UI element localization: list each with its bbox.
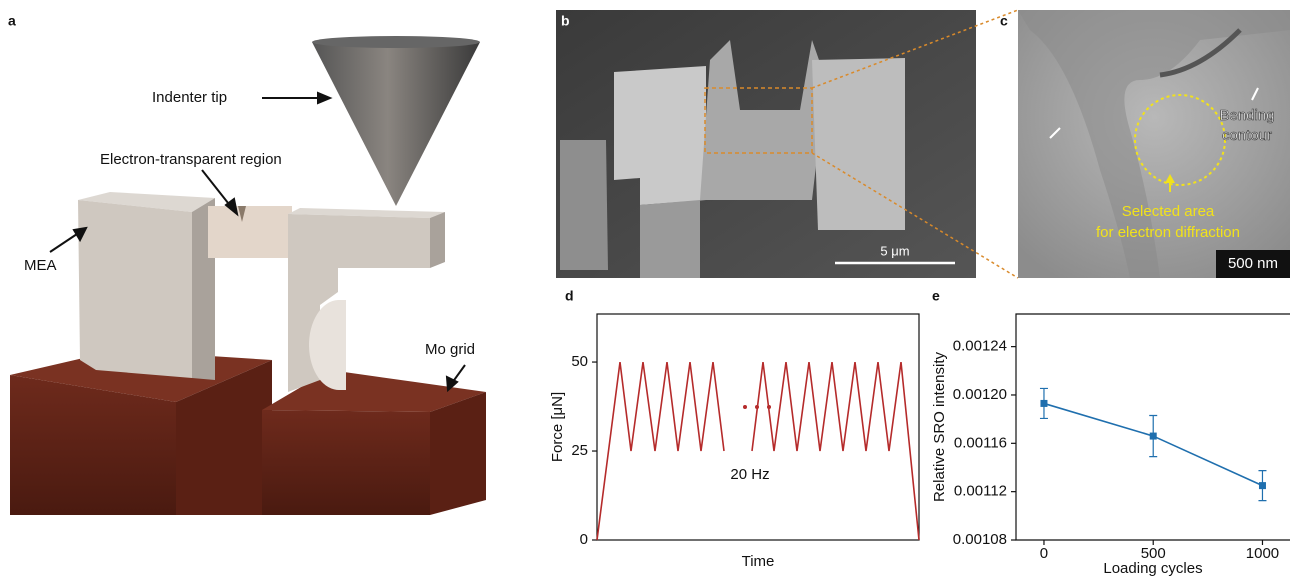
annotation: Selected area [1122,203,1215,220]
y-tick-label: 0 [580,531,588,548]
sem-structure [812,58,905,230]
panel-c: Bending contour Selected area for electr… [1000,10,1290,278]
marker [1150,433,1157,440]
pillar-front [288,214,430,392]
marker [1259,482,1266,489]
figure: a Indenter tip Electron-transparent regi… [0,0,1290,577]
y-tick-label: 25 [571,442,588,459]
y-tick-label: 0.00108 [953,531,1007,548]
block-front [262,410,430,515]
x-tick-label: 1000 [1246,545,1279,562]
y-tick-label: 0.00120 [953,386,1007,403]
scale-label: 5 μm [880,243,909,258]
sem-structure [640,200,700,278]
panel-label: d [565,288,574,304]
ellipsis-dot [755,405,759,409]
scale-label: 500 nm [1228,255,1278,272]
annotation: Electron-transparent region [100,151,282,168]
charts: d 0 25 50 Time Force [μN] 20 Hz e 0.00108 0.00112… [549,288,1290,577]
annotation: for electron diffraction [1096,224,1240,241]
panel-label: a [8,13,16,29]
annotation: Indenter tip [152,89,227,106]
data-line [597,362,919,540]
marker [1040,400,1047,407]
x-axis-label: Time [742,553,775,570]
panel-label: b [561,13,570,29]
ellipsis-dot [743,405,747,409]
block-side [430,392,486,515]
y-axis-label: Force [μN] [549,392,566,462]
y-tick-label: 50 [571,353,588,370]
panel-label: e [932,288,940,304]
x-axis-label: Loading cycles [1103,560,1202,577]
annotation: contour [1222,127,1272,144]
annotation: Bending [1219,107,1274,124]
transparent-region [208,206,292,258]
annotation: MEA [24,257,57,274]
annotation: Mo grid [425,341,475,358]
mea-front [78,200,192,378]
annotation: 20 Hz [730,466,769,483]
ellipsis-dot [767,405,771,409]
indenter-top [312,36,480,48]
y-axis-label: Relative SRO intensity [931,351,948,502]
y-tick-label: 0.00116 [954,434,1007,451]
panel-a: a Indenter tip Electron-transparent regi… [8,13,486,515]
panel-b: 5 μm b [556,10,1018,278]
panel-label: c [1000,13,1008,29]
sem-structure [560,140,608,270]
plot-frame [597,314,919,540]
y-tick-label: 0.00124 [953,338,1007,355]
x-tick-label: 0 [1040,545,1048,562]
y-tick-label: 0.00112 [954,483,1007,500]
indenter-tip [312,42,480,206]
pillar-side [430,212,445,268]
